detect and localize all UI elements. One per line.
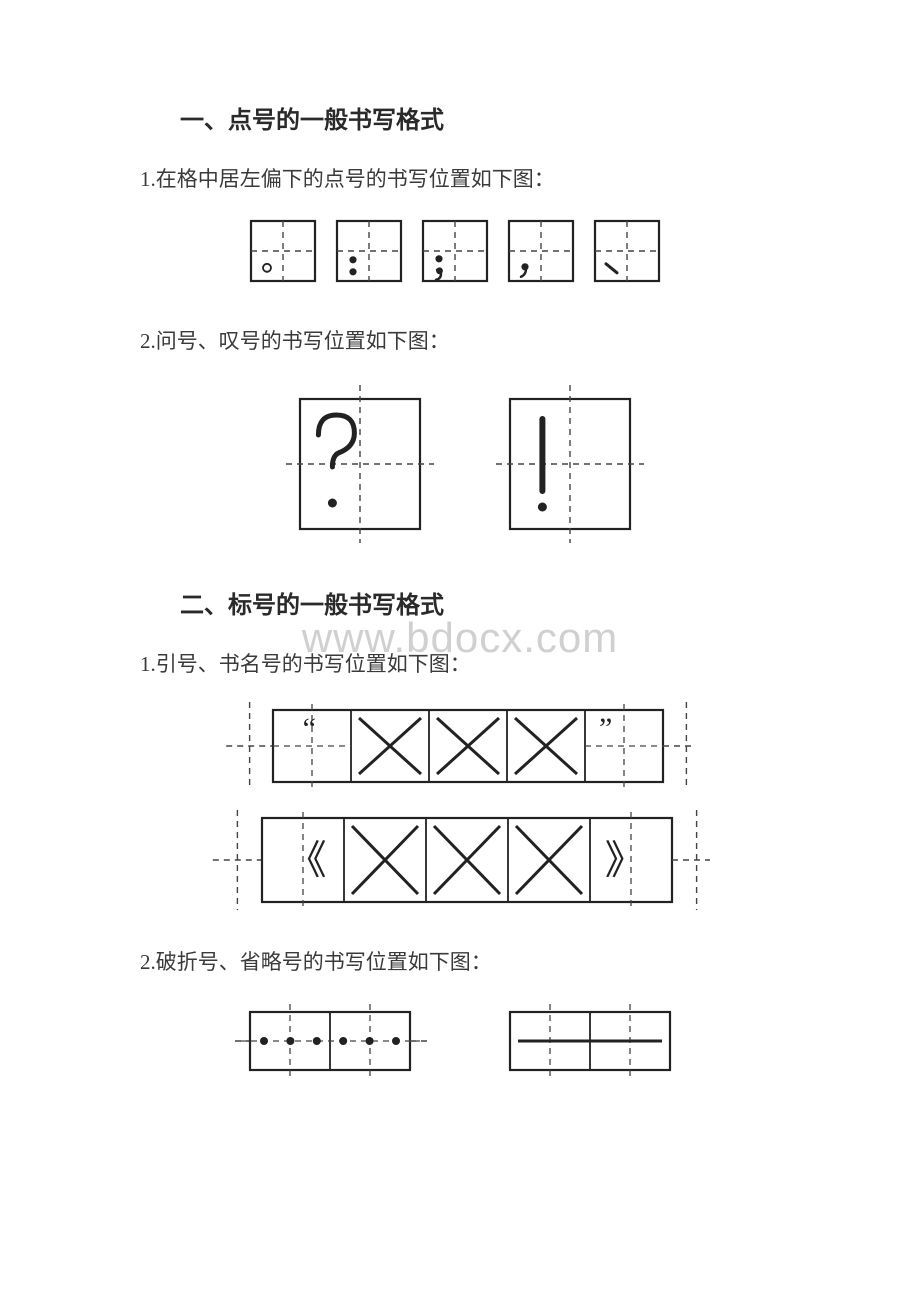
svg-text:》: 》 [605, 837, 645, 882]
figure-ellipsis-dash [140, 1000, 780, 1084]
figure-book-title: 《》 [140, 810, 780, 910]
figure-quotes: “” [140, 702, 780, 792]
svg-text:”: ” [599, 712, 612, 745]
section-1-heading: 一、点号的一般书写格式 [180, 100, 780, 135]
figure-question-exclaim [140, 379, 780, 549]
figure-small-marks [140, 217, 780, 289]
section-2-heading: 二、标号的一般书写格式 [180, 585, 780, 620]
section-2-item-2: 2.破折号、省略号的书写位置如下图： [140, 946, 780, 976]
section-1-item-1: 1.在格中居左偏下的点号的书写位置如下图： [140, 163, 780, 193]
document-page: 一、点号的一般书写格式 1.在格中居左偏下的点号的书写位置如下图： 2.问号、叹… [0, 0, 920, 1180]
svg-text:“: “ [303, 712, 316, 745]
svg-text:《: 《 [287, 837, 327, 882]
section-1-item-2: 2.问号、叹号的书写位置如下图： [140, 325, 780, 355]
section-2-item-1: 1.引号、书名号的书写位置如下图： [140, 648, 780, 678]
